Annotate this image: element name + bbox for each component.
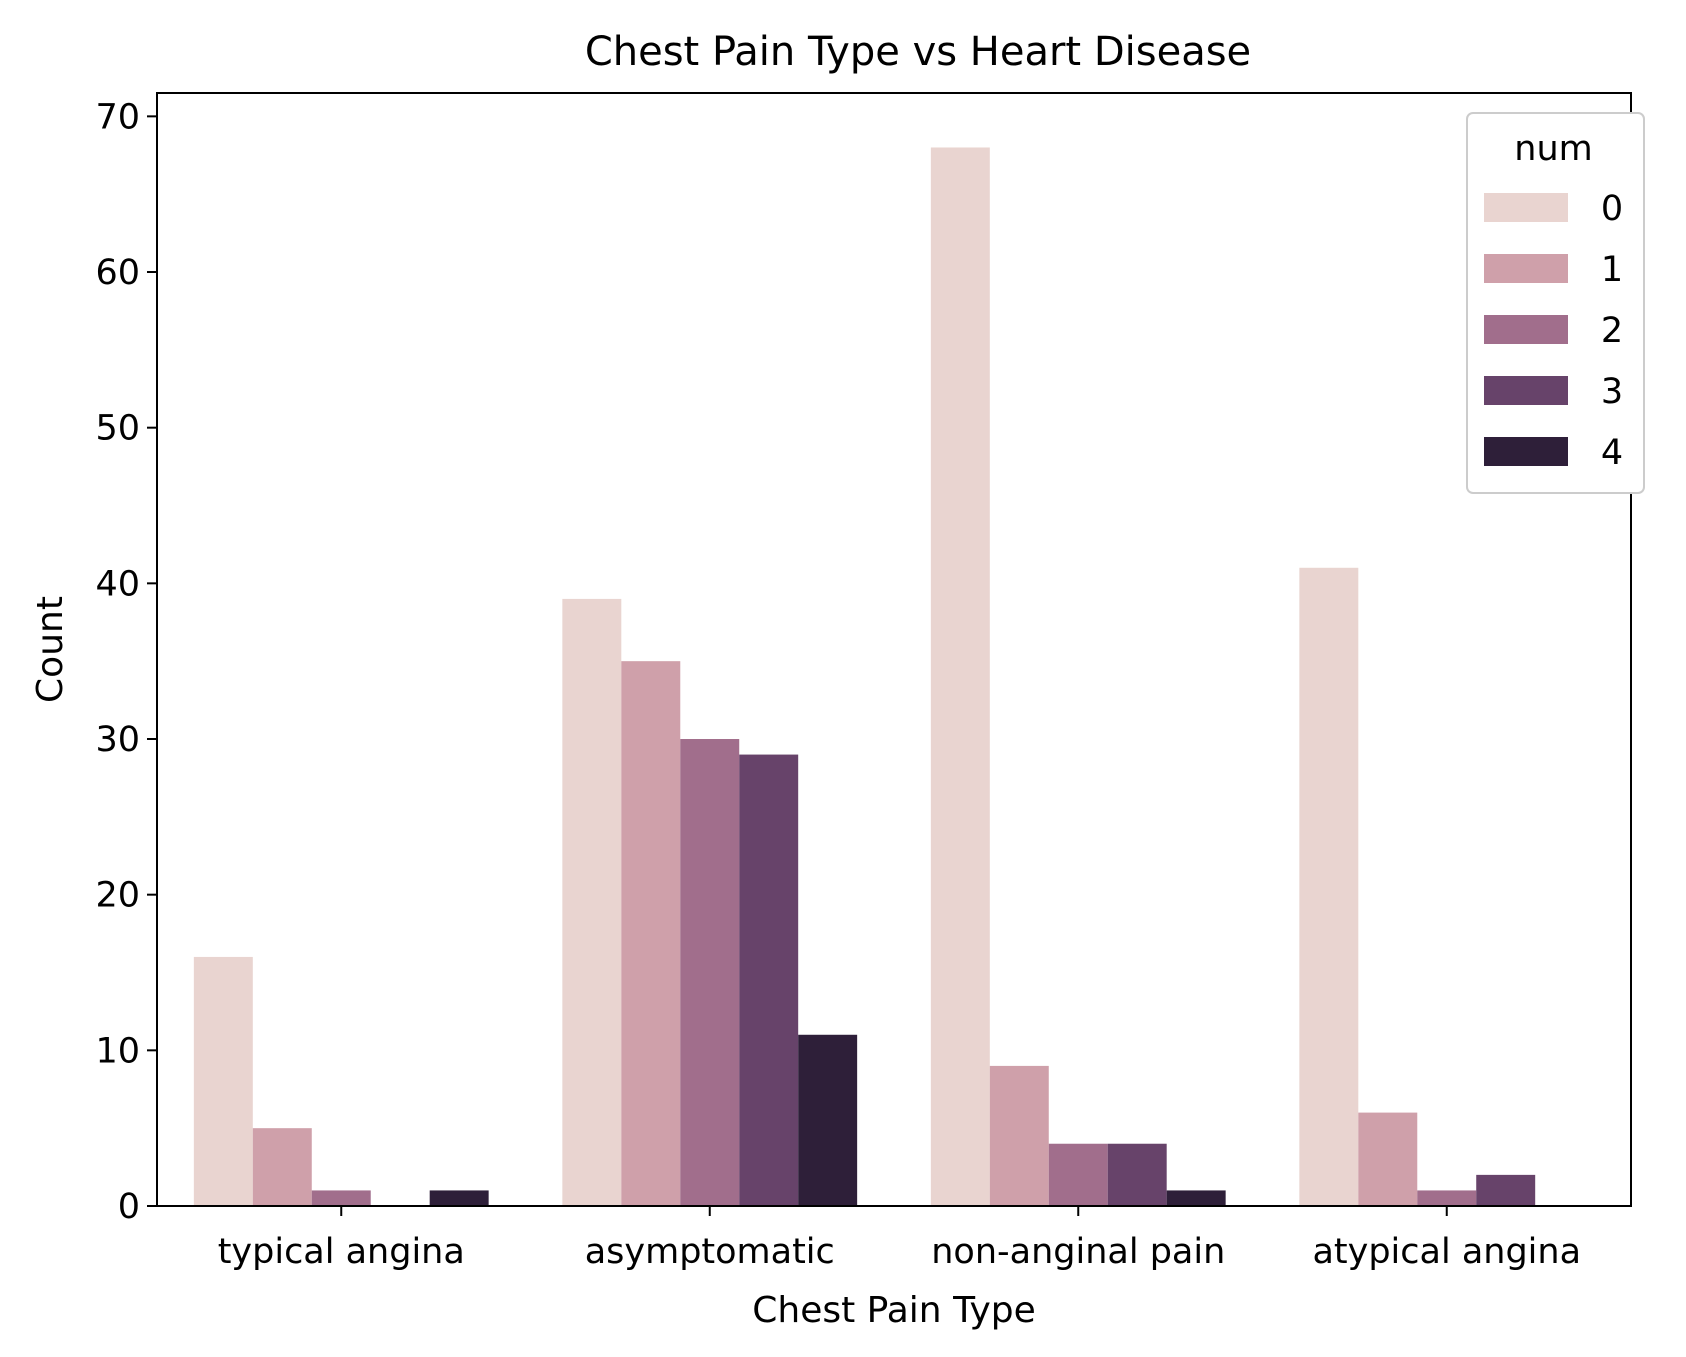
legend-title: num — [1514, 129, 1592, 169]
bar-typical-angina-num-1 — [252, 1128, 312, 1206]
bar-asymptomatic-num-0 — [562, 598, 622, 1206]
bar-non-anginal-pain-num-2 — [1048, 1143, 1108, 1206]
y-tick-label: 20 — [95, 876, 140, 916]
y-tick-label: 40 — [95, 564, 140, 604]
legend-swatch-4 — [1484, 437, 1568, 466]
bar-typical-angina-num-4 — [429, 1190, 489, 1206]
bar-non-anginal-pain-num-3 — [1107, 1143, 1167, 1206]
y-tick-label: 70 — [95, 97, 140, 137]
bar-asymptomatic-num-2 — [680, 739, 740, 1206]
y-tick-label: 10 — [95, 1031, 140, 1071]
bars-group — [193, 147, 1536, 1207]
bar-atypical-angina-num-0 — [1299, 567, 1359, 1206]
bar-typical-angina-num-2 — [311, 1190, 371, 1206]
legend-label-2: 2 — [1601, 311, 1623, 351]
bar-atypical-angina-num-2 — [1417, 1190, 1477, 1206]
legend-label-3: 3 — [1601, 372, 1623, 412]
x-axis: typical angina asymptomatic non-anginal pa… — [218, 1206, 1581, 1272]
bar-asymptomatic-num-3 — [739, 754, 799, 1206]
x-tick-label: asymptomatic — [585, 1232, 835, 1272]
legend-swatch-1 — [1484, 254, 1568, 283]
legend: num 0 1 2 3 4 — [1466, 112, 1645, 494]
legend-label-4: 4 — [1601, 433, 1623, 473]
bar-non-anginal-pain-num-4 — [1166, 1190, 1226, 1206]
plot-frame — [156, 92, 1632, 1207]
legend-label-0: 0 — [1601, 189, 1623, 229]
chart-title: Chest Pain Type vs Heart Disease — [585, 29, 1251, 75]
y-tick-label: 0 — [118, 1187, 140, 1227]
legend-swatch-2 — [1484, 315, 1568, 344]
legend-swatch-3 — [1484, 376, 1568, 405]
bar-non-anginal-pain-num-0 — [930, 147, 990, 1207]
x-tick-label: typical angina — [218, 1232, 465, 1272]
bar-atypical-angina-num-1 — [1358, 1112, 1418, 1206]
y-axis: 0 10 20 30 40 50 60 70 — [95, 97, 157, 1227]
y-tick-label: 30 — [95, 720, 140, 760]
legend-swatch-0 — [1484, 193, 1568, 222]
bar-asymptomatic-num-4 — [798, 1034, 858, 1206]
y-axis-label: Count — [30, 596, 71, 703]
bar-atypical-angina-num-3 — [1476, 1174, 1536, 1206]
y-tick-label: 50 — [95, 409, 140, 449]
x-tick-label: non-anginal pain — [931, 1232, 1225, 1272]
bar-typical-angina-num-0 — [193, 956, 253, 1206]
legend-items: 0 1 2 3 4 — [1484, 189, 1623, 473]
bar-non-anginal-pain-num-1 — [989, 1065, 1049, 1206]
x-axis-label: Chest Pain Type — [752, 1290, 1036, 1331]
bar-asymptomatic-num-1 — [621, 661, 681, 1206]
legend-label-1: 1 — [1601, 250, 1623, 290]
y-tick-label: 60 — [95, 253, 140, 293]
x-tick-label: atypical angina — [1312, 1232, 1581, 1272]
